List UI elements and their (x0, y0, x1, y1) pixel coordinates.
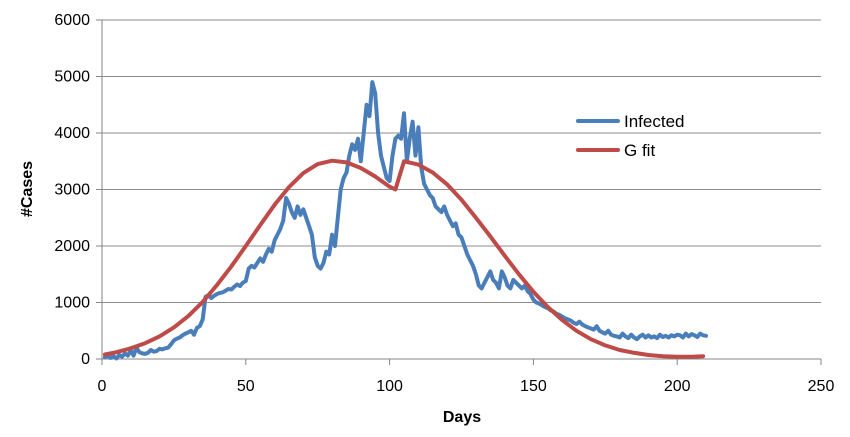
x-tick-label-100: 100 (376, 378, 403, 395)
x-tick-label-150: 150 (520, 378, 547, 395)
y-tick-labels: 0 1000 2000 3000 4000 5000 6000 (54, 12, 90, 368)
axes (96, 19, 822, 365)
y-axis-title: #Cases (19, 161, 36, 217)
legend-label-infected: Infected (624, 112, 685, 131)
x-axis-title: Days (443, 409, 481, 426)
y-tick-label-3000: 3000 (54, 182, 90, 199)
legend-label-g-fit: G fit (624, 141, 655, 160)
x-tick-label-250: 250 (808, 378, 835, 395)
y-tick-label-4000: 4000 (54, 125, 90, 142)
legend: Infected G fit (576, 112, 685, 160)
x-tick-labels: 0 50 100 150 200 250 (98, 378, 835, 395)
series-line-infected (102, 80, 708, 361)
y-tick-label-0: 0 (81, 351, 90, 368)
series-lines (102, 80, 708, 361)
y-tick-label-1000: 1000 (54, 295, 90, 312)
gridlines (102, 19, 821, 303)
x-tick-label-50: 50 (237, 378, 255, 395)
y-tick-label-6000: 6000 (54, 12, 90, 29)
series-line-g-fit (102, 158, 706, 359)
y-tick-label-5000: 5000 (54, 69, 90, 86)
x-tick-label-0: 0 (98, 378, 107, 395)
x-tick-label-200: 200 (664, 378, 691, 395)
y-tick-label-2000: 2000 (54, 238, 90, 255)
